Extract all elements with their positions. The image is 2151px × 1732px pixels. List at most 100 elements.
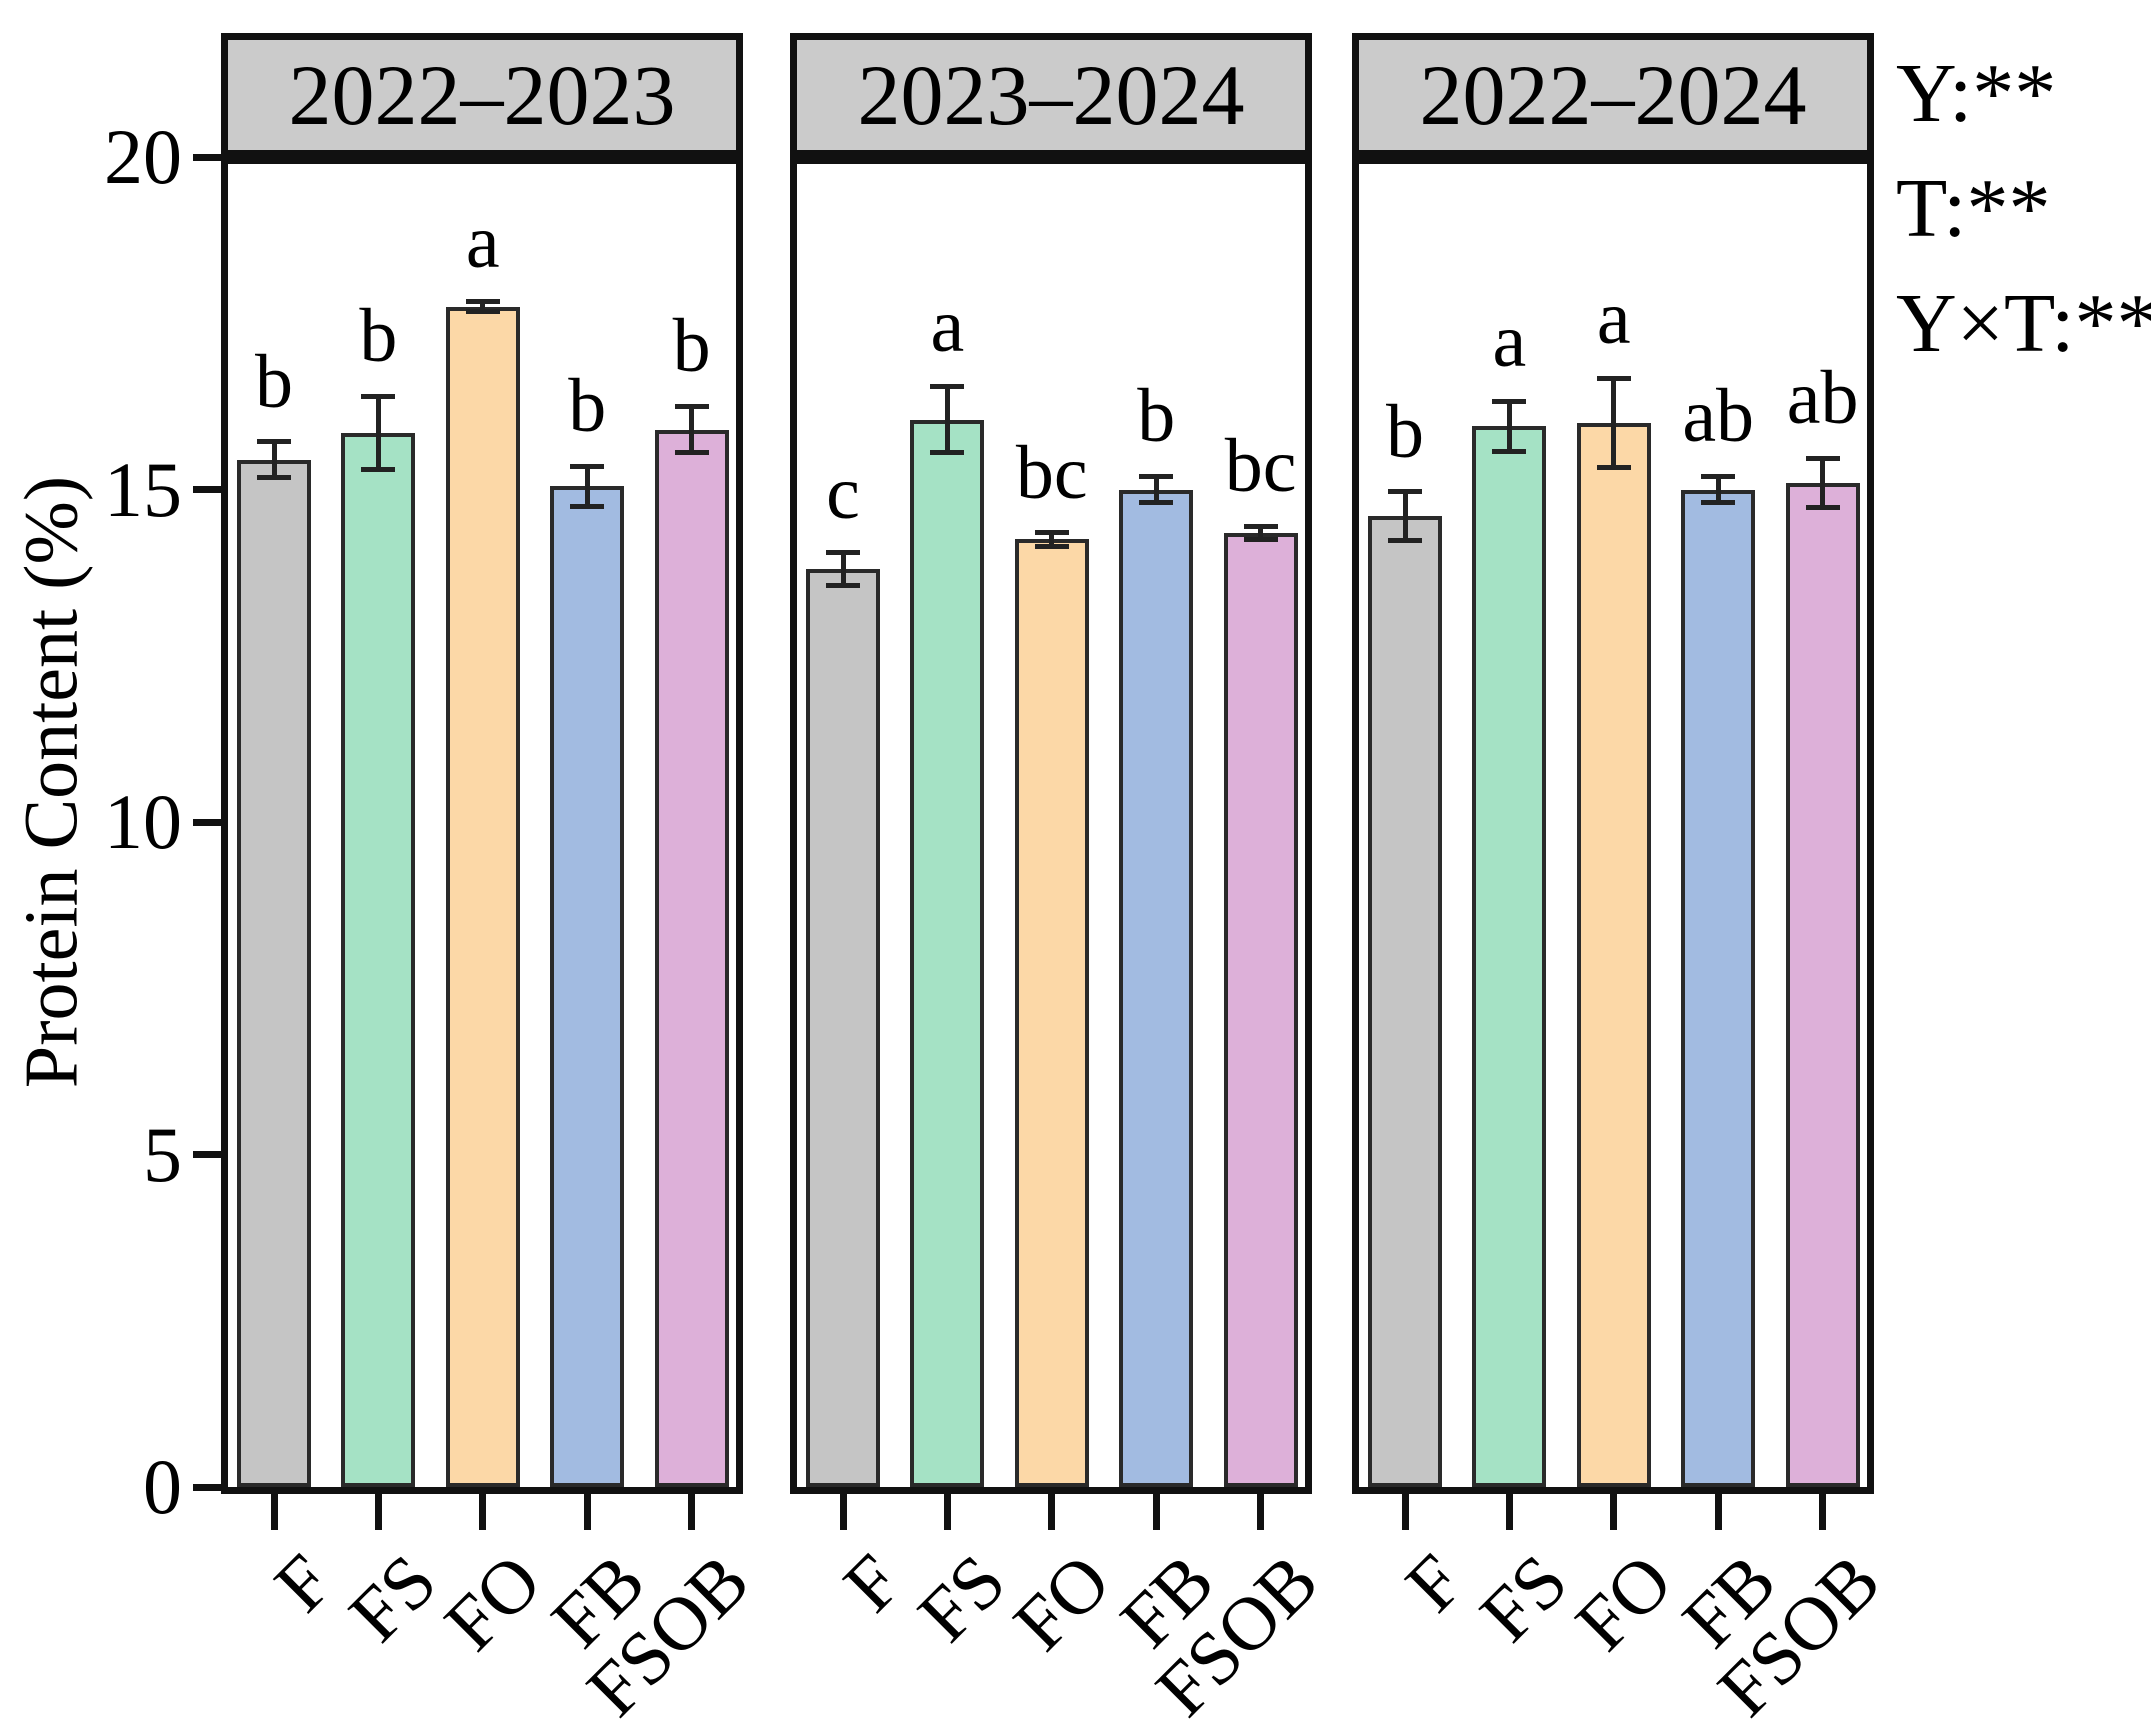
significance-letter-F: b	[1386, 389, 1424, 474]
y-tick-label-10: 10	[104, 778, 182, 865]
error-cap-top-FB	[570, 463, 605, 469]
y-tick-label-20: 20	[104, 113, 182, 200]
y-tick-mark-10	[193, 818, 221, 826]
significance-letter-FSOB: ab	[1786, 356, 1859, 441]
error-bar-F	[271, 441, 277, 478]
bar-F	[806, 569, 880, 1487]
x-tick-mark-FB	[583, 1494, 591, 1530]
panel-plot-inner: c a bc b bc	[797, 164, 1305, 1487]
error-cap-top-FSOB	[1243, 523, 1278, 529]
error-cap-bottom-FB	[1701, 500, 1736, 506]
significance-letter-FO: a	[1596, 276, 1631, 361]
y-tick-mark-20	[193, 153, 221, 161]
x-tick-mark-FO	[479, 1494, 487, 1530]
bar-FS	[910, 419, 985, 1487]
error-bar-FS	[375, 396, 381, 470]
y-tick-mark-0	[193, 1483, 221, 1491]
x-tick-mark-F	[839, 1494, 847, 1530]
error-bar-F	[840, 552, 846, 586]
error-bar-FB	[1153, 476, 1159, 503]
x-tick-mark-F	[270, 1494, 278, 1530]
significance-letter-FSOB: b	[672, 304, 711, 389]
x-tick-mark-FS	[374, 1494, 382, 1530]
error-cap-top-F	[826, 550, 860, 556]
bar-FS	[1472, 426, 1547, 1487]
x-tick-mark-F	[1401, 1494, 1409, 1530]
error-bar-FO	[1611, 378, 1617, 468]
bar-F	[237, 459, 311, 1487]
bar-FB	[1119, 489, 1194, 1487]
significance-letter-FB: b	[1137, 374, 1176, 459]
x-tick-label-FS: FS	[902, 1538, 1022, 1658]
error-bar-FS	[1506, 401, 1512, 452]
annotation-interaction-effect: Y×T:**	[1896, 277, 2151, 370]
panel-plot-inner: b a a ab ab	[1359, 164, 1867, 1487]
bar-F	[1368, 516, 1442, 1487]
error-cap-top-FO	[1596, 375, 1631, 381]
x-tick-mark-FS	[943, 1494, 951, 1530]
x-tick-mark-FO	[1048, 1494, 1056, 1530]
y-tick-label-5: 5	[143, 1110, 182, 1198]
significance-letter-F: c	[826, 450, 860, 535]
bar-FO	[1576, 423, 1651, 1487]
significance-letter-FSOB: bc	[1224, 424, 1297, 509]
error-bar-FSOB	[689, 406, 695, 453]
error-cap-bottom-F	[257, 475, 291, 481]
x-tick-mark-FB	[1152, 1494, 1160, 1530]
error-cap-bottom-FO	[1596, 465, 1631, 471]
error-cap-bottom-F	[826, 583, 860, 589]
x-tick-label-F: F	[827, 1538, 917, 1628]
error-cap-top-FO	[465, 299, 500, 305]
error-cap-top-FS	[930, 383, 965, 389]
y-tick-mark-5	[193, 1151, 221, 1158]
x-tick-label-F: F	[1389, 1538, 1479, 1628]
y-tick-mark-15	[193, 486, 221, 493]
significance-letter-F: b	[255, 339, 293, 424]
x-tick-mark-FS	[1505, 1494, 1513, 1530]
error-bar-FB	[1715, 476, 1721, 503]
bar-FB	[1681, 489, 1756, 1487]
panel-strip-title: 2022–2023	[221, 33, 743, 157]
error-cap-top-FS	[1492, 398, 1527, 404]
error-cap-top-FB	[1139, 473, 1174, 479]
x-tick-mark-FSOB	[1819, 1494, 1827, 1530]
error-cap-top-FSOB	[1805, 455, 1840, 461]
significance-letter-FO: a	[465, 199, 500, 284]
error-bar-FO	[1049, 532, 1055, 547]
error-bar-FS	[944, 386, 950, 453]
significance-letter-FS: a	[930, 284, 965, 369]
x-tick-label-FS: FS	[333, 1538, 453, 1658]
significance-letter-FB: ab	[1682, 374, 1755, 459]
error-cap-bottom-F	[1388, 538, 1422, 544]
error-cap-bottom-FSOB	[674, 450, 709, 456]
panel-strip-title: 2022–2024	[1352, 33, 1874, 157]
bar-FSOB	[1785, 482, 1860, 1487]
error-cap-bottom-FSOB	[1243, 536, 1278, 542]
significance-letter-FO: bc	[1015, 430, 1088, 515]
error-cap-top-FO	[1034, 530, 1069, 536]
error-cap-bottom-FB	[1139, 500, 1174, 506]
bar-FO	[1014, 539, 1089, 1487]
x-tick-mark-FO	[1610, 1494, 1618, 1530]
error-cap-bottom-FO	[465, 308, 500, 314]
significance-letter-FS: b	[359, 294, 398, 379]
anova-annotations: Y:** T:** Y×T:**	[1896, 36, 2151, 381]
x-tick-mark-FB	[1714, 1494, 1722, 1530]
significance-letter-FB: b	[568, 364, 607, 449]
bar-FO	[445, 306, 520, 1487]
panel-plot-area: c a bc b bc	[790, 157, 1312, 1494]
panel-strip-title: 2023–2024	[790, 33, 1312, 157]
error-cap-top-FS	[361, 393, 396, 399]
error-bar-FO	[480, 301, 486, 312]
error-cap-bottom-FS	[1492, 449, 1527, 455]
error-cap-top-F	[257, 439, 291, 445]
error-cap-bottom-FS	[361, 467, 396, 473]
error-cap-top-FSOB	[674, 403, 709, 409]
error-bar-FSOB	[1820, 458, 1826, 508]
x-tick-mark-FSOB	[1257, 1494, 1265, 1530]
error-bar-FSOB	[1258, 526, 1264, 540]
annotation-treatment-effect: T:**	[1896, 162, 2051, 255]
